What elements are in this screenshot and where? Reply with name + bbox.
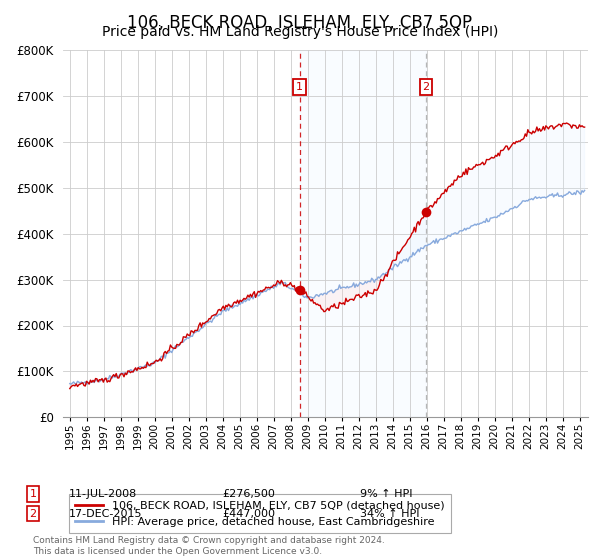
Text: 34% ↑ HPI: 34% ↑ HPI (360, 508, 419, 519)
Bar (299, 50, 426, 417)
Text: 2: 2 (422, 82, 430, 92)
Text: 1: 1 (29, 489, 37, 499)
Text: 17-DEC-2015: 17-DEC-2015 (69, 508, 143, 519)
Text: 9% ↑ HPI: 9% ↑ HPI (360, 489, 413, 499)
Legend: 106, BECK ROAD, ISLEHAM, ELY, CB7 5QP (detached house), HPI: Average price, deta: 106, BECK ROAD, ISLEHAM, ELY, CB7 5QP (d… (68, 494, 451, 533)
Text: 106, BECK ROAD, ISLEHAM, ELY, CB7 5QP: 106, BECK ROAD, ISLEHAM, ELY, CB7 5QP (127, 14, 473, 32)
Text: 1: 1 (296, 82, 303, 92)
Text: Contains HM Land Registry data © Crown copyright and database right 2024.
This d: Contains HM Land Registry data © Crown c… (33, 536, 385, 556)
Text: £447,000: £447,000 (222, 508, 275, 519)
Text: £276,500: £276,500 (222, 489, 275, 499)
Text: 11-JUL-2008: 11-JUL-2008 (69, 489, 137, 499)
Text: Price paid vs. HM Land Registry's House Price Index (HPI): Price paid vs. HM Land Registry's House … (102, 25, 498, 39)
Text: 2: 2 (29, 508, 37, 519)
